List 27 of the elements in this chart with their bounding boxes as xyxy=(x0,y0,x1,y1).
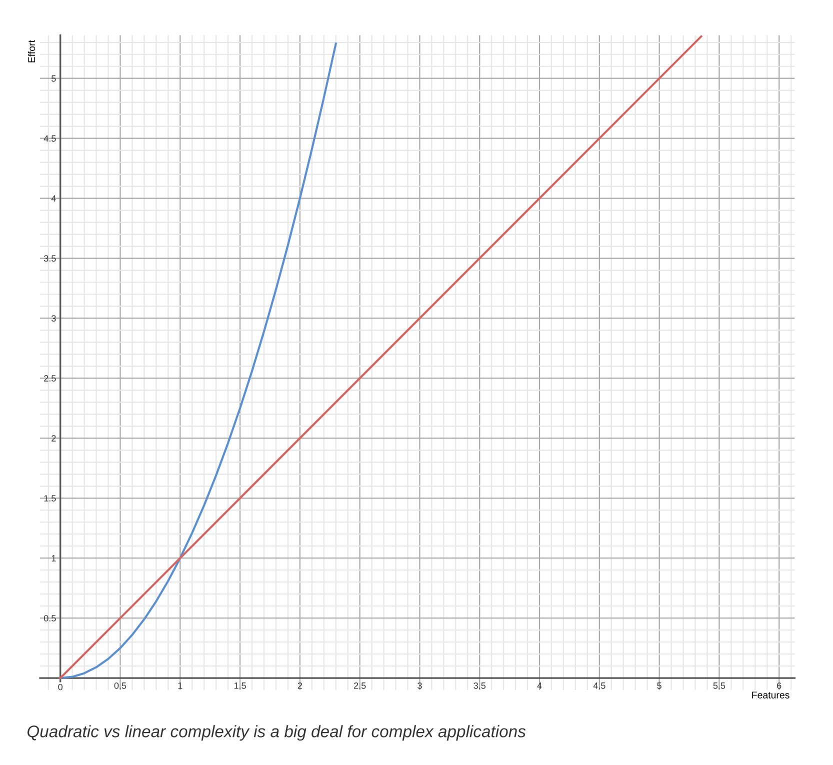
x-tick-label: 4.5 xyxy=(593,682,606,689)
x-tick-label: 6 xyxy=(777,682,782,689)
y-tick-label: 2.5 xyxy=(44,375,56,382)
y-tick-label: 1 xyxy=(52,555,56,562)
x-axis-title: Features xyxy=(752,692,790,698)
x-tick-label: 0.5 xyxy=(114,682,126,689)
x-tick-label: 1 xyxy=(178,682,182,689)
y-tick-label: 3.5 xyxy=(44,255,56,262)
x-tick-label: 2 xyxy=(298,682,302,689)
y-tick-label: 0.5 xyxy=(44,615,56,622)
text: Quadratic vs linear complexity is a big deal for complex applications xyxy=(27,725,526,741)
x-tick-label: 4 xyxy=(537,682,542,689)
x-tick-label: 3.5 xyxy=(474,682,486,689)
y-tick-label: 4 xyxy=(51,195,56,202)
y-axis-title: Effort xyxy=(28,40,36,62)
y-tick-label: 5 xyxy=(52,75,56,82)
y-tick-label: 3 xyxy=(52,315,56,322)
x-tick-label: 5 xyxy=(657,682,662,689)
y-tick-label: 2 xyxy=(52,435,56,442)
y-tick-label: 4.5 xyxy=(44,135,56,142)
x-tick-label: 1.5 xyxy=(234,682,246,689)
x-tick-label: 3 xyxy=(418,682,422,689)
x-tick-label: 5.5 xyxy=(713,682,726,689)
y-tick-label: 1.5 xyxy=(44,495,56,502)
x-tick-label: 0 xyxy=(58,684,63,690)
x-tick-label: 2.5 xyxy=(354,682,366,689)
line-series xyxy=(59,42,337,680)
